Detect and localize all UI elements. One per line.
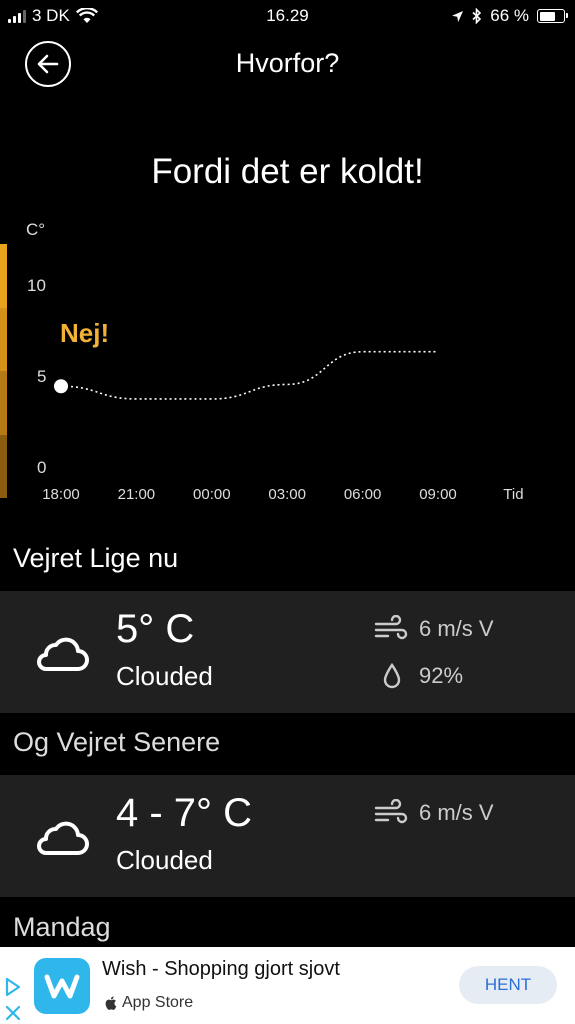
wifi-icon (75, 8, 98, 23)
bluetooth-icon (472, 8, 482, 24)
temperature-chart: C° 10 5 0 18:00 21:00 00:00 03:00 06:00 09:00 Ti… (0, 210, 575, 510)
y-tick-label: 10 (27, 276, 46, 296)
x-tick-label: 06:00 (343, 486, 382, 503)
later-wind: 6 m/s V (419, 800, 494, 825)
apple-icon (105, 996, 117, 1010)
status-left: 3 DK (8, 6, 98, 26)
carrier-label: 3 DK (32, 6, 70, 25)
status-bar: 3 DK 16.29 66 % (0, 0, 575, 34)
y-axis-unit: C° (26, 220, 46, 239)
app-store-text: App Store (122, 994, 194, 1011)
section-title-monday: Mandag (13, 912, 111, 942)
side-color-bar (0, 307, 7, 371)
section-title-now: Vejret Lige nu (13, 543, 179, 573)
side-color-bar (0, 371, 7, 435)
cloud-icon (37, 637, 89, 671)
back-button[interactable] (25, 41, 71, 87)
y-tick-label: 0 (37, 458, 47, 477)
later-weather-card[interactable]: 4 - 7° C Clouded 6 m/s V (0, 775, 575, 897)
status-time: 16.29 (266, 6, 309, 25)
current-temperature: 5° C (116, 607, 195, 651)
ad-banner[interactable]: Wish - Shopping gjort sjovt App Store HE… (0, 947, 575, 1024)
x-tick-label: 21:00 (117, 486, 156, 503)
wind-icon (374, 799, 408, 824)
close-icon[interactable] (4, 1004, 22, 1022)
side-color-bar (0, 434, 7, 498)
x-tick-label: 09:00 (419, 486, 457, 503)
current-wind: 6 m/s V (419, 616, 494, 641)
later-condition: Clouded (116, 845, 213, 875)
x-tick-label: 18:00 (42, 486, 80, 503)
current-condition: Clouded (116, 661, 213, 691)
temperature-line (60, 350, 438, 400)
headline: Fordi det er koldt! (151, 152, 424, 191)
later-temperature: 4 - 7° C (116, 791, 253, 835)
current-weather-card[interactable]: 5° C Clouded 6 m/s V 92% (0, 591, 575, 713)
battery-icon (537, 9, 568, 23)
x-tick-label: 03:00 (268, 486, 306, 503)
x-tick-label: 00:00 (193, 486, 231, 503)
battery-percent: 66 % (490, 6, 529, 25)
wish-w-icon (44, 974, 80, 999)
chart-plot (54, 350, 438, 400)
app-store-label: App Store (104, 994, 193, 1012)
nav-bar: Hvorfor? (0, 36, 575, 92)
ad-title[interactable]: Wish - Shopping gjort sjovt (102, 958, 340, 980)
wind-icon (374, 615, 408, 640)
x-axis-label: Tid (503, 486, 524, 503)
location-arrow-icon (452, 10, 464, 22)
page-title: Hvorfor? (235, 48, 340, 78)
humidity-drop-icon (383, 663, 401, 689)
current-point-marker (54, 379, 68, 394)
y-tick-label: 5 (37, 367, 47, 387)
current-humidity: 92% (419, 663, 464, 688)
side-color-bar (0, 244, 7, 308)
wish-logo[interactable] (34, 958, 90, 1014)
chart-annotation: Nej! (60, 318, 110, 348)
section-title-later: Og Vejret Senere (13, 727, 221, 757)
signal-icon (8, 9, 26, 23)
adchoices-icon[interactable] (4, 977, 22, 997)
get-button[interactable]: HENT (459, 966, 557, 1004)
status-right: 66 % (451, 6, 568, 26)
arrow-left-icon (37, 54, 59, 74)
cloud-icon (37, 821, 89, 855)
